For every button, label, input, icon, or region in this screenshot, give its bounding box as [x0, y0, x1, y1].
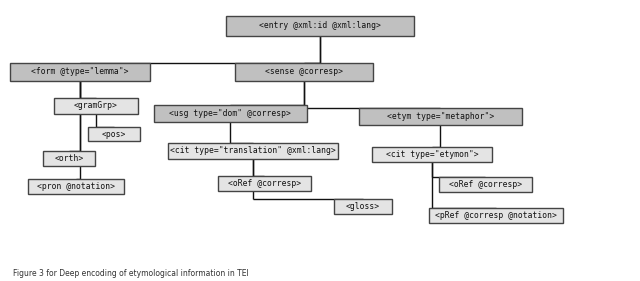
Text: <pRef @corresp @notation>: <pRef @corresp @notation> [435, 211, 557, 220]
Text: <oRef @corresp>: <oRef @corresp> [449, 180, 522, 189]
FancyBboxPatch shape [334, 199, 392, 214]
FancyBboxPatch shape [226, 16, 415, 36]
FancyBboxPatch shape [28, 179, 124, 194]
FancyBboxPatch shape [429, 208, 563, 223]
Text: <pron @notation>: <pron @notation> [36, 182, 115, 191]
Text: <orth>: <orth> [54, 154, 84, 163]
Text: <etym type="metaphor">: <etym type="metaphor"> [387, 112, 494, 121]
FancyBboxPatch shape [236, 63, 372, 81]
FancyBboxPatch shape [372, 147, 492, 162]
Text: <pos>: <pos> [102, 130, 126, 139]
Text: <sense @corresp>: <sense @corresp> [265, 67, 343, 76]
FancyBboxPatch shape [168, 143, 338, 159]
Text: <gramGrp>: <gramGrp> [74, 101, 118, 110]
Text: <cit type="etymon">: <cit type="etymon"> [386, 150, 478, 159]
FancyBboxPatch shape [10, 63, 150, 81]
Text: <gloss>: <gloss> [346, 202, 380, 211]
FancyBboxPatch shape [358, 108, 522, 125]
Text: <cit type="translation" @xml:lang>: <cit type="translation" @xml:lang> [170, 146, 335, 155]
Text: <form @type="lemma">: <form @type="lemma"> [31, 67, 129, 76]
Text: <usg type="dom" @corresp>: <usg type="dom" @corresp> [170, 109, 291, 118]
Text: <entry @xml:id @xml:lang>: <entry @xml:id @xml:lang> [259, 21, 381, 30]
Text: <oRef @corresp>: <oRef @corresp> [228, 179, 301, 188]
FancyBboxPatch shape [88, 127, 140, 141]
Text: Figure 3 for Deep encoding of etymological information in TEI: Figure 3 for Deep encoding of etymologic… [13, 269, 248, 278]
FancyBboxPatch shape [154, 105, 307, 122]
FancyBboxPatch shape [43, 151, 95, 166]
FancyBboxPatch shape [54, 98, 138, 114]
FancyBboxPatch shape [439, 177, 531, 192]
FancyBboxPatch shape [218, 176, 311, 191]
